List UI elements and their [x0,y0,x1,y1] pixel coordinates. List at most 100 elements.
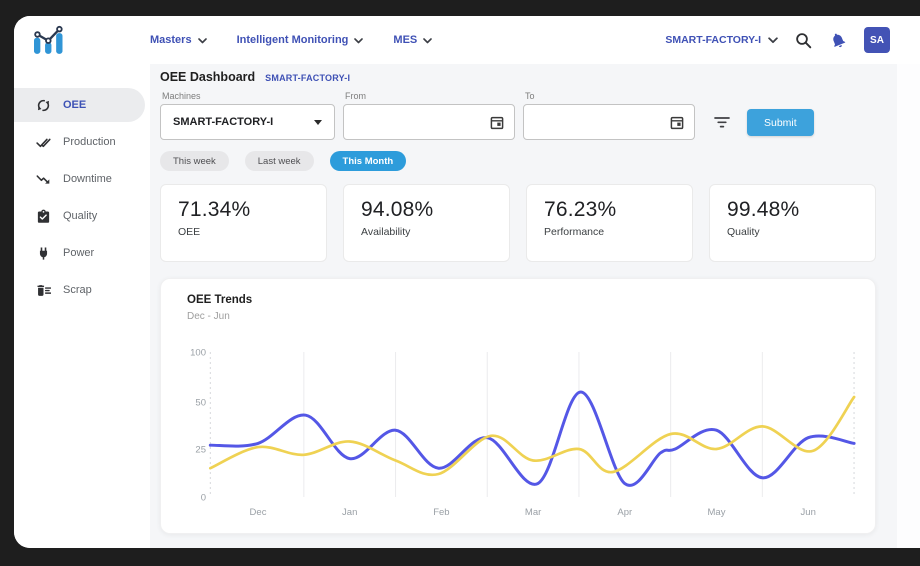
chart-x-tick-label: Jun [801,507,816,518]
from-date-group: From [343,91,515,140]
kpi-label: Availability [361,226,411,238]
caret-down-icon [314,119,322,125]
app-logo [14,25,150,55]
filter-icon [714,116,730,127]
sidebar-item-production[interactable]: Production [14,125,150,159]
sidebar-item-label: OEE [63,99,87,111]
chart-x-tick-label: Dec [250,507,267,518]
right-gutter [897,64,920,548]
oee-trends-chart: 100 50 25 0 Dec Jan Feb Mar Apr May Jun [190,348,856,518]
chart-y-tick-label: 100 [190,348,206,359]
trending-down-icon [36,172,51,187]
page-title: OEE Dashboard [160,70,256,84]
from-date-input[interactable] [343,104,515,140]
topbar-actions: SMART-FACTORY-I [665,27,920,53]
sidebar-item-power[interactable]: Power [14,236,150,270]
menu-intelligent-monitoring[interactable]: Intelligent Monitoring [237,34,364,46]
factory-selector[interactable]: SMART-FACTORY-I [665,34,778,46]
filters-row: Machines SMART-FACTORY-I From [160,91,876,140]
kpi-value: 71.34% [178,198,251,221]
chart-x-tick-label: May [708,507,726,518]
top-navigation-bar: Masters Intelligent Monitoring MES SMART… [14,16,920,64]
oee-trends-card: OEE Trends Dec - Jun 100 50 25 0 Dec Jan Feb Ma… [160,278,876,534]
sidebar-item-downtime[interactable]: Downtime [14,162,150,196]
page-subtitle: SMART-FACTORY-I [265,73,351,83]
menu-label: Masters [150,34,192,46]
chart-line-series-2-yellow [208,395,856,477]
sidebar-item-label: Downtime [63,173,112,185]
trash-sweep-icon [36,283,51,298]
sidebar-item-scrap[interactable]: Scrap [14,273,150,307]
kpi-card-availability: 94.08% Availability [343,184,510,262]
chip-last-week[interactable]: Last week [244,151,314,171]
chart-x-tick-label: Mar [525,507,541,518]
menu-mes[interactable]: MES [393,34,433,46]
kpi-card-performance: 76.23% Performance [526,184,693,262]
chip-this-week[interactable]: This week [160,151,229,171]
machines-label: Machines [162,91,201,101]
menu-label: Intelligent Monitoring [236,34,349,46]
to-date-input[interactable] [523,104,695,140]
kpi-value: 76.23% [544,198,617,221]
main-content: OEE Dashboard SMART-FACTORY-I Machines S… [150,64,897,548]
from-date-field[interactable] [354,115,484,129]
kpi-cards: 71.34% OEE 94.08% Availability 76.23% Pe… [160,184,876,262]
chart-y-tick-label: 50 [195,398,206,409]
sidebar-item-label: Production [63,136,116,148]
chevron-down-icon [354,37,364,43]
chevron-down-icon [423,37,433,43]
kpi-value: 99.48% [727,198,800,221]
page-header: OEE Dashboard SMART-FACTORY-I [160,70,876,86]
body-row: OEE Production [14,64,920,548]
to-label: To [525,91,535,101]
chart-title: OEE Trends [187,294,253,306]
notifications-button[interactable] [829,31,847,49]
chart-x-tick-label: Jan [342,507,357,518]
avatar[interactable]: SA [864,27,890,53]
chart-line-series-1-blue [208,390,856,487]
machines-select[interactable]: SMART-FACTORY-I [160,104,335,140]
chip-this-month[interactable]: This Month [329,151,407,171]
app-window: Masters Intelligent Monitoring MES SMART… [14,16,920,548]
chevron-down-icon [768,36,778,43]
chart-subtitle: Dec - Jun [187,311,230,322]
bell-icon [833,33,846,48]
from-label: From [345,91,366,101]
menu-masters[interactable]: Masters [150,34,207,46]
machines-field: Machines SMART-FACTORY-I [160,91,335,140]
calendar-icon[interactable] [670,115,684,130]
main-menu: Masters Intelligent Monitoring MES [150,34,433,46]
submit-button[interactable]: Submit [747,109,814,136]
chart-x-tick-label: Feb [433,507,449,518]
kpi-value: 94.08% [361,198,434,221]
chart-y-tick-label: 0 [201,493,206,504]
kpi-card-quality: 99.48% Quality [709,184,876,262]
sidebar: OEE Production [14,64,150,548]
chart-x-tick-label: Apr [617,507,632,518]
kpi-label: OEE [178,226,201,238]
factory-selector-value: SMART-FACTORY-I [665,34,761,46]
sync-icon [36,98,51,113]
sidebar-item-label: Power [63,247,95,259]
chart-y-tick-label: 25 [195,445,206,456]
kpi-label: Performance [544,226,605,238]
machines-select-value: SMART-FACTORY-I [173,116,274,128]
to-date-group: To [523,91,695,140]
to-date-field[interactable] [534,115,664,129]
search-button[interactable] [795,32,812,49]
menu-label: MES [393,34,418,46]
calendar-icon[interactable] [490,115,504,130]
quick-range-chips: This week Last week This Month [160,151,876,171]
sidebar-item-quality[interactable]: Quality [14,199,150,233]
sidebar-item-oee[interactable]: OEE [14,88,145,122]
sidebar-item-label: Quality [63,210,98,222]
power-plug-icon [36,246,51,261]
sidebar-item-label: Scrap [63,284,92,296]
chevron-down-icon [197,37,207,43]
logo-chart-icon [34,25,63,54]
filter-button[interactable] [705,104,739,140]
search-icon [796,32,812,48]
clipboard-check-icon [36,209,51,224]
double-check-icon [36,135,51,150]
